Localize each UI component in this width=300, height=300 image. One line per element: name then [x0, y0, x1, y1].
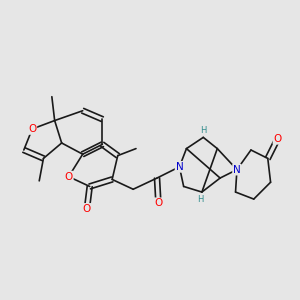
- Text: N: N: [176, 162, 183, 172]
- Text: O: O: [28, 124, 36, 134]
- Text: O: O: [154, 198, 163, 208]
- Text: O: O: [64, 172, 73, 182]
- Text: O: O: [83, 204, 91, 214]
- Text: H: H: [197, 195, 204, 204]
- Text: H: H: [200, 126, 206, 135]
- Text: O: O: [274, 134, 282, 144]
- Text: N: N: [233, 165, 241, 175]
